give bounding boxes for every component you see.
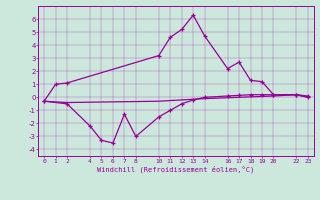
X-axis label: Windchill (Refroidissement éolien,°C): Windchill (Refroidissement éolien,°C) <box>97 165 255 173</box>
